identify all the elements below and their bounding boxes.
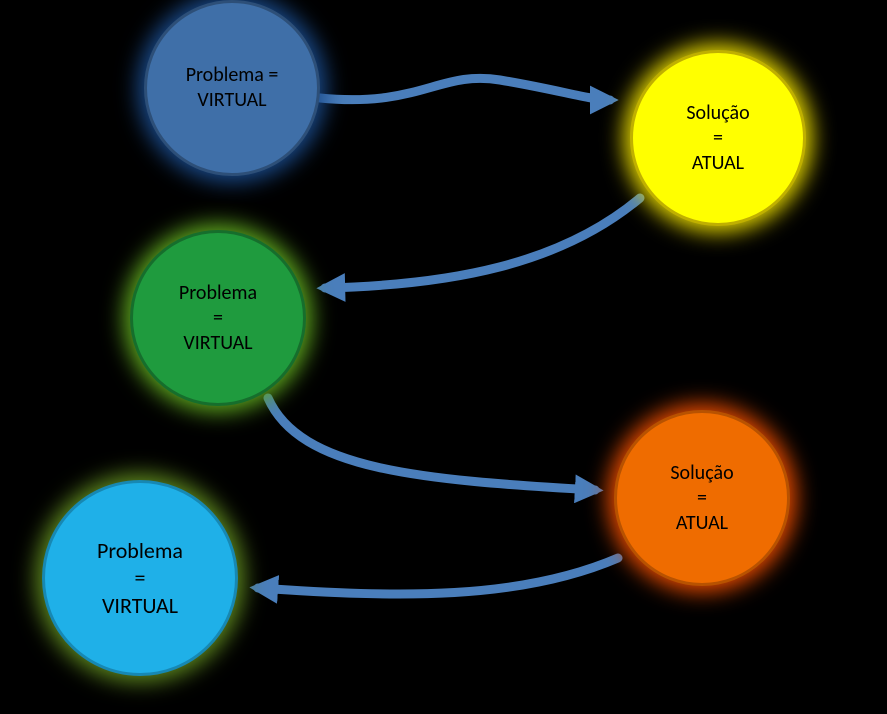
node-n5-line-2: VIRTUAL [102,592,178,620]
node-n5: Problema=VIRTUAL [42,480,238,676]
node-n3-line-0: Problema [179,281,257,306]
diagram-stage: Problema =VIRTUALSolução=ATUALProblema=V… [0,0,887,714]
node-n2: Solução=ATUAL [630,50,806,226]
node-n1-line-0: Problema = [186,63,279,88]
node-n4: Solução=ATUAL [614,410,790,586]
node-n4-line-2: ATUAL [676,511,728,536]
node-n3-line-1: = [213,306,223,331]
edge-e1 [320,78,610,100]
edge-e3 [268,398,595,490]
node-n4-line-0: Solução [670,461,733,486]
node-n1-line-1: VIRTUAL [197,88,266,113]
node-n3-line-2: VIRTUAL [183,331,252,356]
node-n1: Problema =VIRTUAL [144,0,320,176]
node-n2-line-2: ATUAL [692,151,744,176]
edge-e2 [325,198,640,288]
node-n2-line-1: = [713,126,723,151]
node-n2-line-0: Solução [686,101,749,126]
edge-e4 [258,558,618,594]
node-n5-line-1: = [135,564,146,592]
node-n4-line-1: = [697,486,707,511]
node-n5-line-0: Problema [97,537,183,565]
node-n3: Problema=VIRTUAL [130,230,306,406]
